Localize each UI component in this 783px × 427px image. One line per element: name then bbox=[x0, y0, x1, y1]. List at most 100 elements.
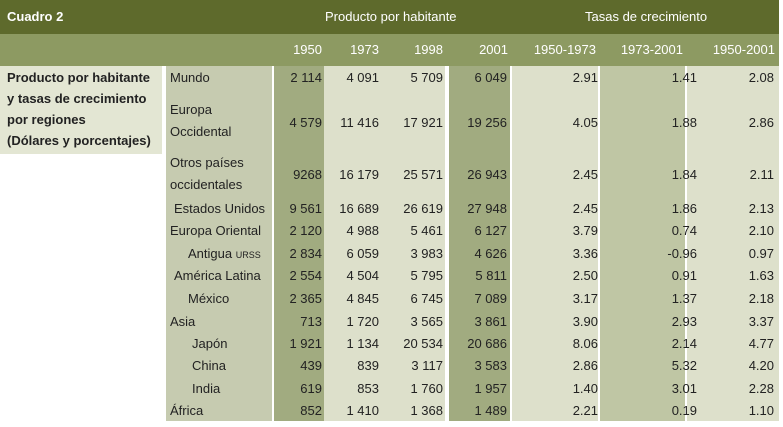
table-cell: 1.41 bbox=[671, 70, 697, 85]
table-cell: 2.13 bbox=[748, 201, 774, 216]
table-cell: 9268 bbox=[293, 167, 322, 182]
table-cell: 839 bbox=[357, 358, 379, 373]
table-cell: 1.86 bbox=[671, 201, 697, 216]
table-cell: 4 504 bbox=[346, 268, 379, 283]
table-cell: 2.86 bbox=[572, 358, 598, 373]
region-label: Japón bbox=[192, 336, 228, 351]
table-cell: 2 114 bbox=[290, 70, 322, 85]
region-label: Estados Unidos bbox=[174, 201, 266, 216]
column-header-1950-1973: 1950-1973 bbox=[533, 42, 596, 57]
group-header-tasas: Tasas de crecimiento bbox=[585, 9, 708, 24]
table-row: Europa Occidental 4 579 11 416 17 921 19 256 4… bbox=[166, 99, 779, 146]
table-cell: 0.19 bbox=[671, 403, 697, 418]
table-cell: 0.97 bbox=[748, 246, 774, 261]
table-cell: 2 834 bbox=[289, 246, 322, 261]
table-cell: 2.93 bbox=[671, 314, 697, 329]
table-cell: 1.10 bbox=[748, 403, 774, 418]
region-label: Mundo bbox=[170, 69, 210, 85]
table-cell: 4 626 bbox=[474, 246, 507, 261]
table-cell: 3.17 bbox=[572, 291, 598, 306]
region-label: China bbox=[192, 358, 226, 373]
table-cell: 6 049 bbox=[474, 70, 507, 85]
table-cell: 6 745 bbox=[410, 291, 443, 306]
table-cell: 17 921 bbox=[403, 115, 443, 130]
table-header-columns: 1950 1973 1998 2001 1950-1973 1973-2001 … bbox=[0, 34, 779, 66]
table-cell: 3 861 bbox=[474, 314, 507, 329]
table-cell: 2 120 bbox=[289, 223, 322, 238]
table-row: Mundo 2 114 4 091 5 709 6 049 2.91 1.41 2.08 bbox=[166, 66, 779, 89]
band-1950 bbox=[274, 66, 324, 421]
table-cell: 1.37 bbox=[671, 291, 697, 306]
table-cell: 5 795 bbox=[410, 268, 443, 283]
band-1950-2001 bbox=[687, 66, 779, 421]
table-row: China 439 839 3 117 3 583 2.86 5.32 4.20 bbox=[166, 355, 779, 377]
table-cell: 3.37 bbox=[748, 314, 774, 329]
table-row: Japón 1 921 1 134 20 534 20 686 8.06 2.14 4.77 bbox=[166, 333, 779, 355]
table-row: África 852 1 410 1 368 1 489 2.21 0.19 1.10 bbox=[166, 400, 779, 422]
table-cell: 1 410 bbox=[346, 403, 379, 418]
column-header-1950-2001: 1950-2001 bbox=[712, 42, 775, 57]
table-cell: 3.90 bbox=[572, 314, 598, 329]
table-cell: 25 571 bbox=[403, 167, 443, 182]
table-cell: 619 bbox=[300, 381, 322, 396]
side-title-line: por regiones bbox=[7, 112, 86, 127]
table-cell: 3 565 bbox=[410, 314, 443, 329]
table-header-top: Cuadro 2 Producto por habitante Tasas de… bbox=[0, 0, 779, 34]
table-cell: 4 579 bbox=[289, 115, 322, 130]
table-cell: 713 bbox=[300, 314, 322, 329]
region-label: América Latina bbox=[174, 268, 261, 283]
table-cell: 8.06 bbox=[572, 336, 598, 351]
band-1973-2001 bbox=[600, 66, 685, 421]
table-title: Cuadro 2 bbox=[7, 9, 64, 24]
table-cell: 852 bbox=[300, 403, 322, 418]
table-cell: 0.74 bbox=[671, 223, 697, 238]
side-title-line: y tasas de crecimiento bbox=[7, 91, 147, 106]
table-cell: 2.45 bbox=[572, 201, 598, 216]
table-row: Antigua URSS 2 834 6 059 3 983 4 626 3.36 -0.9… bbox=[166, 242, 779, 265]
table-cell: 4 091 bbox=[346, 70, 379, 85]
table-cell: 1 720 bbox=[346, 314, 379, 329]
table-cell: 2 365 bbox=[289, 291, 322, 306]
table-cell: 16 179 bbox=[339, 167, 379, 182]
table-cell: 2.08 bbox=[748, 70, 774, 85]
table-cell: 1 134 bbox=[346, 336, 379, 351]
table-row: América Latina 2 554 4 504 5 795 5 811 2.50 0.… bbox=[166, 265, 779, 287]
table-cell: 1.84 bbox=[671, 167, 697, 182]
table-cell: 2.50 bbox=[572, 268, 598, 283]
region-label: Europa Occidental bbox=[170, 99, 231, 143]
column-header-1950: 1950 bbox=[293, 42, 322, 57]
table-cell: 1.40 bbox=[572, 381, 598, 396]
region-label: Europa Oriental bbox=[170, 223, 262, 238]
table-cell: 19 256 bbox=[467, 115, 507, 130]
region-label: Asia bbox=[170, 313, 196, 329]
table-cell: 6 127 bbox=[474, 223, 507, 238]
table-cell: 2.11 bbox=[749, 167, 774, 182]
region-label: Antigua URSS bbox=[188, 243, 261, 266]
table-cell: 853 bbox=[357, 381, 379, 396]
table-cell: 1 921 bbox=[289, 336, 322, 351]
table-cell: 3 117 bbox=[411, 358, 443, 373]
table-row: India 619 853 1 760 1 957 1.40 3.01 2.28 bbox=[166, 377, 779, 400]
table-cell: 4.77 bbox=[748, 336, 774, 351]
column-header-1998: 1998 bbox=[414, 42, 443, 57]
group-header-producto: Producto por habitante bbox=[325, 9, 457, 24]
table-row: Asia 713 1 720 3 565 3 861 3.90 2.93 3.37 bbox=[166, 310, 779, 333]
table-cell: 1 368 bbox=[410, 403, 443, 418]
table-cell: 2.91 bbox=[572, 70, 598, 85]
table-cell: 1 760 bbox=[410, 381, 443, 396]
table-cell: 1.63 bbox=[748, 268, 774, 283]
table-cell: 4.20 bbox=[748, 358, 774, 373]
table-cell: 439 bbox=[300, 358, 322, 373]
table-cell: 2 554 bbox=[289, 268, 322, 283]
table-cell: 7 089 bbox=[474, 291, 507, 306]
table-cell: 2.14 bbox=[671, 336, 697, 351]
table-cell: 9 561 bbox=[289, 201, 322, 216]
table-cell: 1 489 bbox=[474, 403, 507, 418]
table-cell: 2.28 bbox=[748, 381, 774, 396]
table-cell: 20 686 bbox=[467, 336, 507, 351]
table-cell: 3.01 bbox=[671, 381, 697, 396]
table-cell: -0.96 bbox=[667, 246, 697, 261]
band-1973 bbox=[324, 66, 381, 421]
table-cell: 3.36 bbox=[572, 246, 598, 261]
region-label-text: Antigua bbox=[188, 245, 236, 261]
